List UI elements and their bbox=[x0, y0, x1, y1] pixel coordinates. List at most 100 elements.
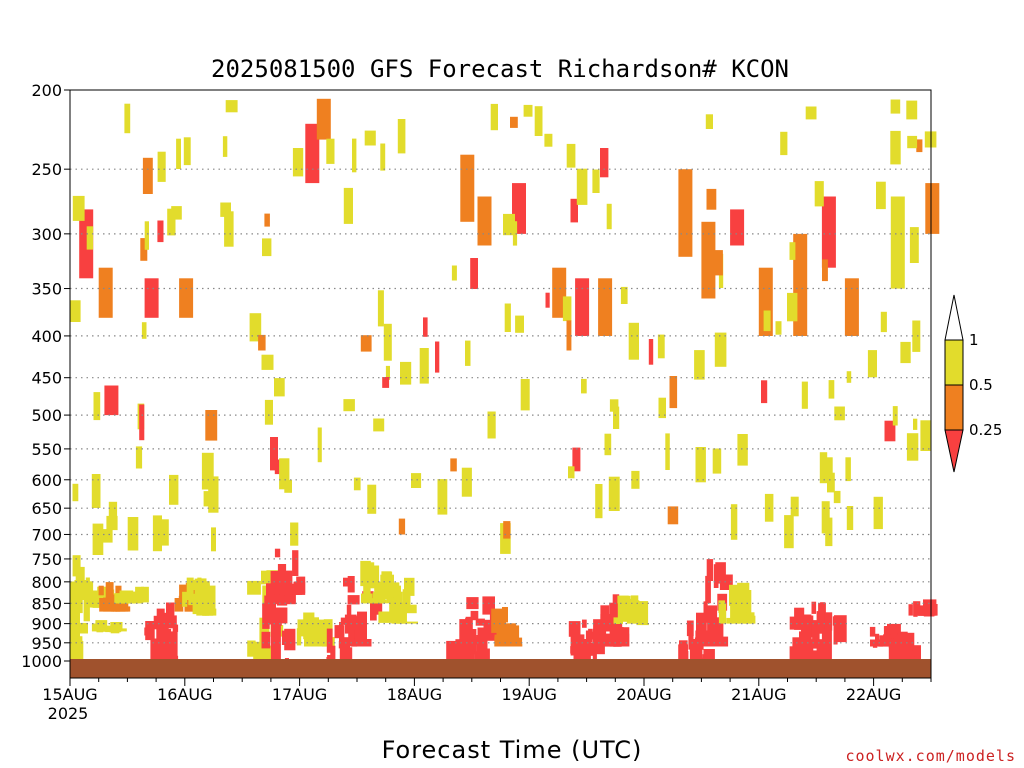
heat-cell bbox=[157, 220, 164, 243]
heat-cell bbox=[908, 604, 913, 616]
heat-cell bbox=[459, 619, 467, 645]
heat-cell bbox=[108, 501, 118, 529]
heat-cell bbox=[914, 656, 919, 661]
heat-cell bbox=[678, 169, 693, 257]
heat-cell bbox=[613, 617, 618, 624]
heat-cell bbox=[669, 376, 678, 409]
heat-cell bbox=[208, 476, 219, 513]
heat-cell bbox=[483, 619, 497, 631]
heat-cell bbox=[873, 496, 883, 530]
heat-cell bbox=[487, 411, 496, 439]
heat-cell bbox=[374, 581, 385, 604]
heat-cell bbox=[98, 585, 104, 596]
heat-cell bbox=[72, 555, 81, 577]
y-tick-label: 1000 bbox=[21, 652, 62, 671]
heat-cell bbox=[258, 334, 266, 351]
heat-cell bbox=[827, 472, 835, 493]
heat-cell bbox=[801, 381, 808, 409]
heat-cell bbox=[292, 148, 304, 177]
heat-cell bbox=[402, 589, 411, 606]
heat-cell bbox=[343, 399, 355, 412]
x-axis-label: Forecast Time (UTC) bbox=[382, 736, 643, 764]
heat-cell bbox=[75, 574, 84, 589]
heat-cell bbox=[715, 562, 726, 584]
heat-cell bbox=[912, 320, 921, 352]
heat-cell bbox=[141, 322, 147, 339]
heat-cell bbox=[845, 457, 851, 482]
heat-cell bbox=[667, 506, 679, 525]
y-axis: 200 250 300 350 400 450 500 550 600 650 700 750 800 8… bbox=[21, 81, 70, 671]
heat-cell bbox=[307, 617, 319, 633]
heat-cell bbox=[304, 632, 313, 647]
heat-cell bbox=[290, 522, 299, 546]
heat-cell bbox=[275, 573, 285, 594]
y-tick-label: 800 bbox=[31, 573, 62, 592]
heat-cell bbox=[205, 410, 218, 441]
heat-cell bbox=[513, 637, 523, 647]
heat-cell bbox=[460, 154, 475, 222]
colorbar-bottom-arrow bbox=[944, 429, 964, 473]
y-tick-label: 600 bbox=[31, 471, 62, 490]
heat-cell bbox=[75, 622, 88, 634]
heat-cell bbox=[884, 420, 896, 442]
heat-cell bbox=[592, 652, 597, 661]
heat-cell bbox=[105, 582, 114, 602]
heat-cell bbox=[503, 521, 511, 539]
heat-cell bbox=[127, 517, 139, 551]
cells-layer bbox=[70, 98, 940, 663]
heat-cell bbox=[502, 607, 508, 623]
heat-cell bbox=[695, 447, 706, 483]
heat-cell bbox=[594, 626, 604, 635]
heat-cell bbox=[714, 332, 727, 367]
heat-cell bbox=[270, 437, 278, 471]
heat-cell bbox=[167, 631, 178, 661]
heat-cell bbox=[186, 577, 194, 600]
heat-cell bbox=[339, 622, 343, 644]
heat-cell bbox=[362, 598, 375, 604]
heat-cell bbox=[391, 599, 402, 624]
heat-cell bbox=[706, 188, 717, 210]
heat-cell bbox=[360, 335, 372, 352]
heat-cell bbox=[249, 313, 262, 342]
heat-cell bbox=[450, 458, 457, 472]
heat-cell bbox=[150, 639, 161, 661]
heat-cell bbox=[701, 221, 716, 299]
x-tick-label: 21AUG bbox=[731, 685, 786, 704]
heat-cell bbox=[166, 602, 175, 629]
heat-cell bbox=[380, 574, 394, 587]
heat-cell bbox=[70, 581, 79, 597]
heat-cell bbox=[92, 523, 104, 555]
heat-cell bbox=[621, 633, 630, 647]
heat-cell bbox=[494, 634, 500, 647]
heat-cell bbox=[377, 290, 384, 327]
heat-cell bbox=[98, 267, 113, 318]
heat-cell bbox=[367, 484, 377, 514]
heat-cell bbox=[600, 605, 610, 623]
heat-cell bbox=[703, 601, 708, 623]
heat-cell bbox=[106, 515, 118, 531]
heat-cell bbox=[913, 601, 921, 616]
heat-cell bbox=[789, 242, 796, 260]
heat-cell bbox=[343, 187, 353, 224]
heat-cell bbox=[167, 208, 176, 236]
heat-cell bbox=[127, 594, 138, 604]
heat-cell bbox=[490, 103, 498, 131]
heat-cell bbox=[580, 639, 591, 661]
heat-cell bbox=[93, 392, 101, 421]
heat-cell bbox=[900, 341, 911, 364]
heat-cell bbox=[582, 619, 587, 628]
heat-cell bbox=[648, 339, 654, 365]
heat-cell bbox=[568, 621, 581, 637]
heat-cell bbox=[171, 615, 177, 626]
heat-cell bbox=[211, 527, 216, 552]
heat-cell bbox=[378, 611, 393, 623]
heat-cell bbox=[729, 584, 740, 606]
heat-cell bbox=[534, 106, 543, 136]
heat-cell bbox=[730, 504, 738, 540]
heat-cell bbox=[465, 616, 471, 626]
heat-cell bbox=[657, 334, 665, 359]
heat-cell bbox=[470, 610, 479, 621]
heat-cell bbox=[179, 278, 194, 318]
heat-cell bbox=[279, 458, 290, 490]
y-tick-label: 500 bbox=[31, 406, 62, 425]
